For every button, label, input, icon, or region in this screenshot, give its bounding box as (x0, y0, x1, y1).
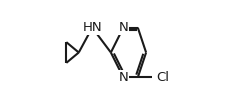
Text: N: N (118, 21, 128, 34)
Text: N: N (118, 71, 128, 84)
Text: HN: HN (82, 21, 102, 34)
Text: Cl: Cl (156, 71, 169, 84)
